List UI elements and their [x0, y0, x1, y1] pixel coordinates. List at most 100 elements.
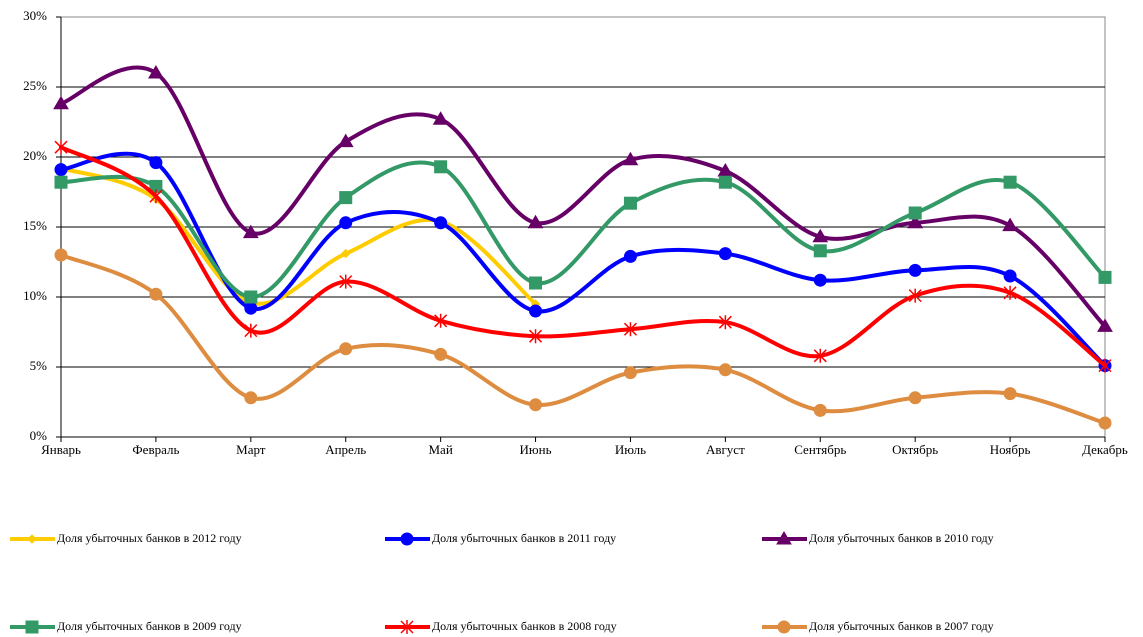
marker [908, 391, 922, 405]
marker [244, 323, 258, 338]
legend-label: Доля убыточных банков в 2012 году [57, 531, 242, 545]
legend-label: Доля убыточных банков в 2010 году [809, 531, 994, 545]
marker [718, 175, 732, 189]
y-tick-label: 25% [23, 78, 47, 93]
marker [148, 65, 164, 79]
marker [1098, 358, 1112, 373]
x-tick-label: Январь [41, 442, 81, 457]
marker [623, 366, 637, 380]
marker [908, 263, 922, 277]
y-tick-label: 30% [23, 8, 47, 23]
marker [1097, 318, 1113, 332]
legend-item: Доля убыточных банков в 2012 году [10, 531, 242, 545]
marker [242, 224, 259, 239]
series [54, 160, 1112, 304]
marker [908, 288, 922, 303]
marker [434, 313, 448, 328]
marker [623, 196, 637, 210]
marker [1003, 285, 1017, 300]
marker [244, 301, 258, 315]
legend-label: Доля убыточных банков в 2009 году [57, 619, 242, 633]
marker [434, 347, 448, 361]
marker [1098, 416, 1112, 430]
series-line [59, 166, 538, 306]
marker [1003, 387, 1017, 401]
marker [529, 398, 543, 412]
x-tick-label: Март [236, 442, 266, 457]
legend-item: Доля убыточных банков в 2009 году [10, 619, 242, 634]
legend-label: Доля убыточных банков в 2007 году [809, 619, 994, 633]
marker [718, 363, 732, 377]
marker [813, 348, 827, 363]
series [54, 140, 1112, 373]
marker [1003, 269, 1017, 283]
marker [54, 140, 68, 155]
series [56, 163, 541, 309]
legend-item: Доля убыточных банков в 2008 году [385, 619, 617, 634]
marker [54, 163, 68, 177]
y-tick-label: 20% [23, 148, 47, 163]
x-tick-label: Июнь [520, 442, 552, 457]
marker [908, 206, 922, 220]
x-tick-label: Август [706, 442, 745, 457]
x-tick-label: Апрель [325, 442, 366, 457]
marker [529, 329, 543, 344]
marker [1003, 175, 1017, 189]
marker [813, 244, 827, 258]
legend-label: Доля убыточных банков в 2011 году [432, 531, 616, 545]
marker [812, 228, 829, 243]
marker [432, 111, 449, 125]
series-line [59, 151, 1107, 368]
series [54, 248, 1112, 430]
series [54, 151, 1112, 373]
x-tick-label: Сентябрь [794, 442, 846, 457]
legend-item: Доля убыточных банков в 2010 году [762, 531, 994, 545]
legend-marker [400, 620, 414, 634]
x-tick-label: Ноябрь [990, 442, 1031, 457]
marker [339, 274, 353, 289]
marker [1002, 217, 1018, 232]
marker [149, 156, 163, 170]
y-tick-label: 15% [23, 218, 47, 233]
legend-marker [777, 620, 791, 634]
marker [529, 276, 543, 290]
legend-item: Доля убыточных банков в 2011 году [385, 531, 616, 546]
marker [813, 273, 827, 287]
marker [339, 191, 353, 205]
x-tick-label: Июль [615, 442, 646, 457]
legend-marker [25, 620, 39, 634]
marker [718, 315, 732, 330]
marker [434, 160, 448, 174]
x-tick-label: Октябрь [892, 442, 938, 457]
legend-marker [27, 534, 37, 544]
marker [1098, 270, 1112, 284]
y-tick-label: 0% [30, 428, 48, 443]
x-tick-label: Февраль [132, 442, 179, 457]
series-line [59, 145, 1107, 368]
marker [529, 304, 543, 318]
marker [149, 287, 163, 301]
marker [339, 216, 353, 230]
marker [53, 95, 69, 110]
marker [339, 342, 353, 356]
marker [907, 214, 924, 229]
marker [54, 175, 68, 189]
marker [244, 391, 258, 405]
marker [434, 216, 448, 230]
marker [623, 249, 637, 263]
marker [813, 403, 827, 417]
y-tick-label: 5% [30, 358, 48, 373]
legend-marker [400, 532, 414, 546]
legend-item: Доля убыточных банков в 2007 году [762, 619, 994, 634]
marker [244, 290, 258, 304]
legend-label: Доля убыточных банков в 2008 году [432, 619, 617, 633]
marker [54, 248, 68, 262]
marker [622, 151, 639, 166]
marker [718, 247, 732, 261]
legend-marker [776, 531, 792, 545]
series [53, 65, 1113, 332]
marker [149, 189, 163, 204]
marker [527, 214, 544, 229]
marker [341, 248, 351, 259]
